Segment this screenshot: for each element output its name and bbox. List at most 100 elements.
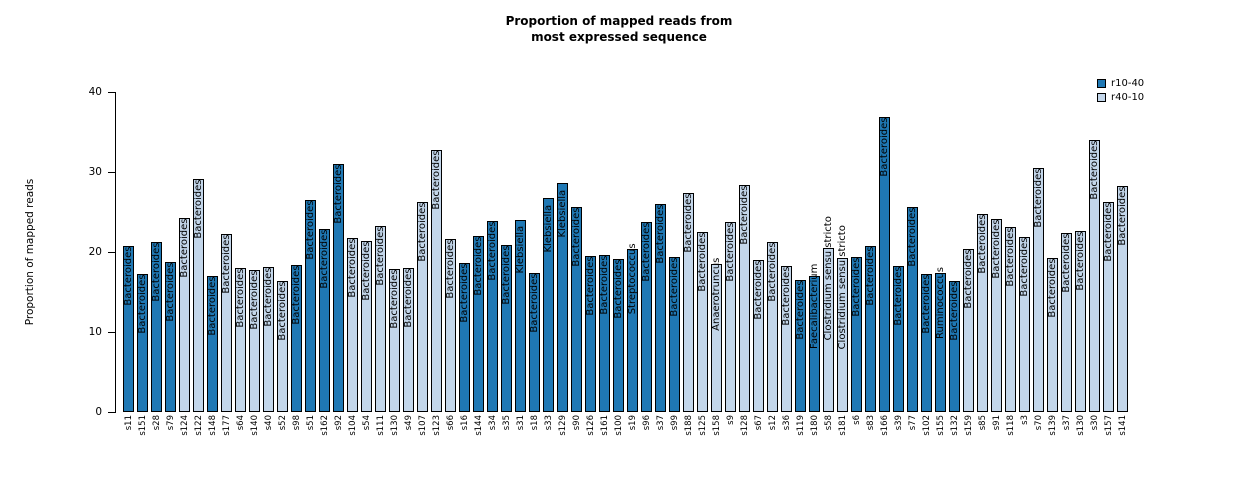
bar: [655, 204, 666, 412]
chart-title-line1: Proportion of mapped reads from: [505, 14, 733, 28]
bar: [417, 202, 428, 412]
bar: [123, 246, 134, 412]
legend-item-r40-10: r40-10: [1097, 92, 1144, 103]
bar: [669, 256, 680, 412]
x-axis-label: s140: [249, 415, 260, 436]
taxon-label: Bacteroides: [1102, 202, 1114, 262]
taxon-label: Klebsiella: [514, 226, 526, 274]
bar: [515, 220, 526, 412]
bar: [487, 220, 498, 412]
taxon-label: Bacteroides: [976, 214, 988, 274]
bar: [865, 246, 876, 412]
bar: [235, 268, 246, 412]
x-axis-label: s159: [963, 415, 974, 436]
bar: [1019, 236, 1030, 412]
bar: [263, 267, 274, 412]
bar: [697, 232, 708, 412]
bar: [907, 207, 918, 412]
taxon-label: Clostridium sensu stricto: [822, 215, 834, 341]
bar: [613, 259, 624, 412]
taxon-label: Faecalibacterium: [808, 263, 820, 349]
bar: [851, 256, 862, 412]
bar: [277, 280, 288, 412]
x-axis-label: s166: [879, 415, 890, 436]
x-axis-label: s64: [235, 415, 246, 431]
y-tick-label: 20: [88, 246, 102, 258]
taxon-label: Bacteroides: [766, 242, 778, 302]
x-axis-label: s58: [823, 415, 834, 431]
taxon-label: Bacteroides: [920, 274, 932, 334]
bar: [949, 280, 960, 412]
taxon-label: Bacteroides: [374, 226, 386, 286]
x-axis-label: s125: [697, 415, 708, 436]
legend: r10-40 r40-10: [1097, 78, 1144, 106]
bar: [137, 274, 148, 412]
taxon-label: Bacteroides: [990, 219, 1002, 279]
bar: [795, 280, 806, 412]
bar: [361, 240, 372, 412]
bar: [837, 257, 848, 412]
taxon-label: Bacteroides: [234, 268, 246, 328]
x-axis-label: s54: [361, 415, 372, 431]
x-axis-label: s181: [837, 415, 848, 436]
taxon-label: Bacteroides: [696, 232, 708, 292]
taxon-label: Bacteroides: [1046, 258, 1058, 318]
taxon-label: Bacteroides: [668, 257, 680, 317]
bar: [753, 260, 764, 412]
bar: [1089, 140, 1100, 412]
bar: [151, 242, 162, 412]
taxon-label: Bacteroides: [360, 241, 372, 301]
bar: [963, 248, 974, 412]
x-axis-label: s188: [683, 415, 694, 436]
x-axis-label: s157: [1103, 415, 1114, 436]
taxon-label: Streptococcus: [626, 243, 638, 315]
x-axis-label: s31: [515, 415, 526, 431]
bar: [249, 269, 260, 412]
x-axis-label: s49: [403, 415, 414, 431]
bar: [431, 149, 442, 412]
bar: [375, 225, 386, 412]
x-axis-label: s36: [781, 415, 792, 431]
x-axis-label: s130: [1075, 415, 1086, 436]
bar: [305, 200, 316, 412]
bar: [459, 263, 470, 412]
y-tick-label: 40: [88, 86, 102, 98]
taxon-label: Ruminococcus: [934, 266, 946, 339]
bar: [473, 236, 484, 412]
x-axis-label: s119: [795, 415, 806, 436]
chart-title-line2: most expressed sequence: [531, 30, 707, 44]
x-axis-label: s67: [753, 415, 764, 431]
x-axis-label: s96: [641, 415, 652, 431]
bar: [921, 273, 932, 412]
taxon-label: Bacteroides: [794, 280, 806, 340]
taxon-label: Klebsiella: [542, 204, 554, 253]
x-axis-label: s99: [669, 415, 680, 431]
taxon-label: Bacteroides: [598, 255, 610, 315]
y-tick-label: 10: [88, 326, 102, 338]
taxon-label: Bacteroides: [248, 270, 260, 330]
x-axis-label: s85: [977, 415, 988, 431]
bar: [809, 276, 820, 412]
taxon-label: Bacteroides: [444, 239, 456, 299]
taxon-label: Bacteroides: [332, 164, 344, 224]
taxon-label: Bacteroides: [150, 242, 162, 302]
x-axis-label: s129: [557, 415, 568, 436]
x-axis-label: s100: [613, 415, 624, 436]
taxon-label: Bacteroides: [178, 218, 190, 278]
taxon-label: Bacteroides: [388, 269, 400, 329]
x-axis-label: s107: [417, 415, 428, 436]
bar: [1075, 231, 1086, 412]
x-axis-label: s126: [585, 415, 596, 436]
x-axis-label: s40: [263, 415, 274, 431]
x-axis-label: s128: [739, 415, 750, 436]
bar: [333, 164, 344, 412]
x-axis-label: s52: [277, 415, 288, 431]
x-axis-label: s3: [1019, 415, 1030, 425]
taxon-label: Bacteroides: [1074, 231, 1086, 291]
y-tick: [108, 171, 116, 173]
taxon-label: Bacteroides: [416, 202, 428, 262]
taxon-label: Bacteroides: [1088, 140, 1100, 200]
x-axis-label: s111: [375, 415, 386, 436]
taxon-label: Bacteroides: [486, 221, 498, 281]
taxon-label: Bacteroides: [458, 263, 470, 323]
